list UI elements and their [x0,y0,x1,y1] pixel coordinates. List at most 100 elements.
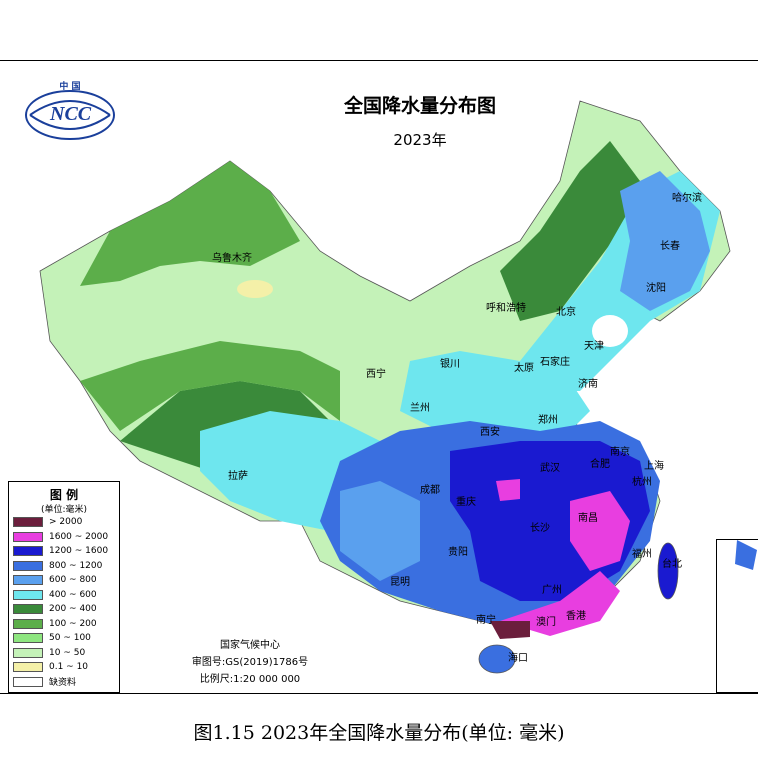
city-label: 天津 [584,341,604,352]
legend-label: > 2000 [49,517,83,527]
region-0-10 [237,280,273,298]
legend-swatch [13,546,43,556]
legend-label: 1600 ~ 2000 [49,531,109,542]
hainan-island [478,644,516,674]
map-year: 2023年 [393,131,447,149]
city-label: 西安 [480,427,500,438]
legend-swatch [13,575,43,585]
city-label: 昆明 [390,577,410,588]
legend-item: 10 ~ 50 [13,647,85,659]
city-label: 澳门 [536,617,556,628]
logo-acronym: NCC [50,103,92,125]
region-400-600-central [400,351,590,441]
city-label: 兰州 [410,403,430,414]
legend-label: 200 ~ 400 [49,604,97,614]
map-title: 全国降水量分布图 [343,95,496,117]
legend-swatch [13,604,43,614]
inset-map [735,540,757,570]
city-label: 香港 [566,611,586,622]
logo-top-text: 中 国 [59,82,81,92]
city-label: 石家庄 [540,357,570,368]
legend-unit: (单位:毫米) [40,505,88,515]
city-label: 银川 [440,359,460,370]
legend-label: 100 ~ 200 [49,618,97,629]
city-label: 上海 [644,461,664,472]
legend-label: 400 ~ 600 [49,589,97,600]
legend-item: 1600 ~ 2000 [13,531,108,543]
legend-swatch [13,517,43,527]
city-label: 台北 [662,559,682,570]
legend-swatch [13,531,43,542]
city-label: 海口 [508,653,528,664]
city-label: 贵阳 [448,547,468,558]
city-label: 杭州 [632,477,652,488]
city-label: 郑州 [538,415,558,426]
credits-org: 国家气候中心 [220,640,280,651]
city-label: 呼和浩特 [486,303,526,314]
city-label: 乌鲁木齐 [212,253,252,264]
region-600-800-south [340,481,420,581]
legend-swatch [13,633,43,643]
figure-caption: 图1.15 2023年全国降水量分布(单位: 毫米) [193,722,565,744]
legend-item: 缺资料 [13,676,76,688]
city-label: 南京 [610,447,630,458]
ncc-logo: 中 国 NCC [22,79,118,145]
city-label: 北京 [556,307,576,318]
legend-item: 400 ~ 600 [13,589,97,601]
legend-item: 1200 ~ 1600 [13,545,108,557]
region-100-200-west [80,341,340,431]
legend-item: 50 ~ 100 [13,632,91,644]
legend-label: 600 ~ 800 [49,575,97,585]
legend-label: 缺资料 [49,678,77,688]
legend-label: 50 ~ 100 [49,633,91,643]
city-label: 合肥 [590,459,610,470]
map-credits: 国家气候中心 审图号:GS(2019)1786号 比例尺:1:20 000 00… [180,637,320,688]
legend-item: 800 ~ 1200 [13,560,102,572]
region-200-400-north [500,141,640,321]
city-label: 拉萨 [228,471,248,482]
city-label: 济南 [578,379,598,390]
legend-item: 600 ~ 800 [13,574,97,586]
south-china-sea-inset [716,539,758,693]
legend-item: 0.1 ~ 10 [13,661,88,673]
legend-swatch [13,560,43,571]
city-label: 南昌 [578,513,598,524]
legend-title: 图 例 [49,488,79,502]
city-label: 西宁 [366,369,386,380]
city-label: 重庆 [456,497,476,508]
city-label: 武汉 [540,463,560,474]
legend-swatch [13,618,43,629]
city-label: 太原 [514,363,534,374]
legend-swatch [13,676,43,687]
region-1600-2000-jiangxi [570,491,630,571]
city-label: 长沙 [530,523,550,534]
legend-swatch [13,662,43,672]
legend-item: 100 ~ 200 [13,618,97,630]
region-1600-2000-hubei [496,479,520,501]
city-label: 哈尔滨 [672,193,702,204]
legend-label: 1200 ~ 1600 [49,546,109,556]
map-legend: 图 例 (单位:毫米) > 2000 1600 ~ 2000 1200 ~ 1600… [8,481,120,693]
legend-label: 0.1 ~ 10 [49,662,89,672]
legend-label: 800 ~ 1200 [49,560,103,571]
precipitation-map [39,100,758,693]
map-frame: 中 国 NCC 全国降水量分布图 2023年 哈尔滨 长春 沈阳 乌鲁木齐 呼和… [0,60,758,694]
city-label: 南宁 [476,615,496,626]
credits-scale: 比例尺:1:20 000 000 [199,674,301,685]
taiwan-island [657,542,679,600]
region-north-green [80,161,300,286]
ncc-logo-mark [25,90,115,140]
legend-label: 10 ~ 50 [49,647,86,658]
legend-item: 200 ~ 400 [13,603,97,615]
legend-swatch [13,647,43,658]
credits-approval: 审图号:GS(2019)1786号 [191,657,309,668]
city-label: 广州 [542,585,562,596]
region-600-800-northeast [620,171,710,311]
city-label: 福州 [632,549,652,560]
city-label: 长春 [660,241,680,252]
bohai-sea [592,315,628,347]
city-label: 成都 [420,485,440,496]
city-label: 沈阳 [646,283,666,294]
legend-swatch [13,589,43,600]
region-1600-2000-guangdong [500,571,620,636]
